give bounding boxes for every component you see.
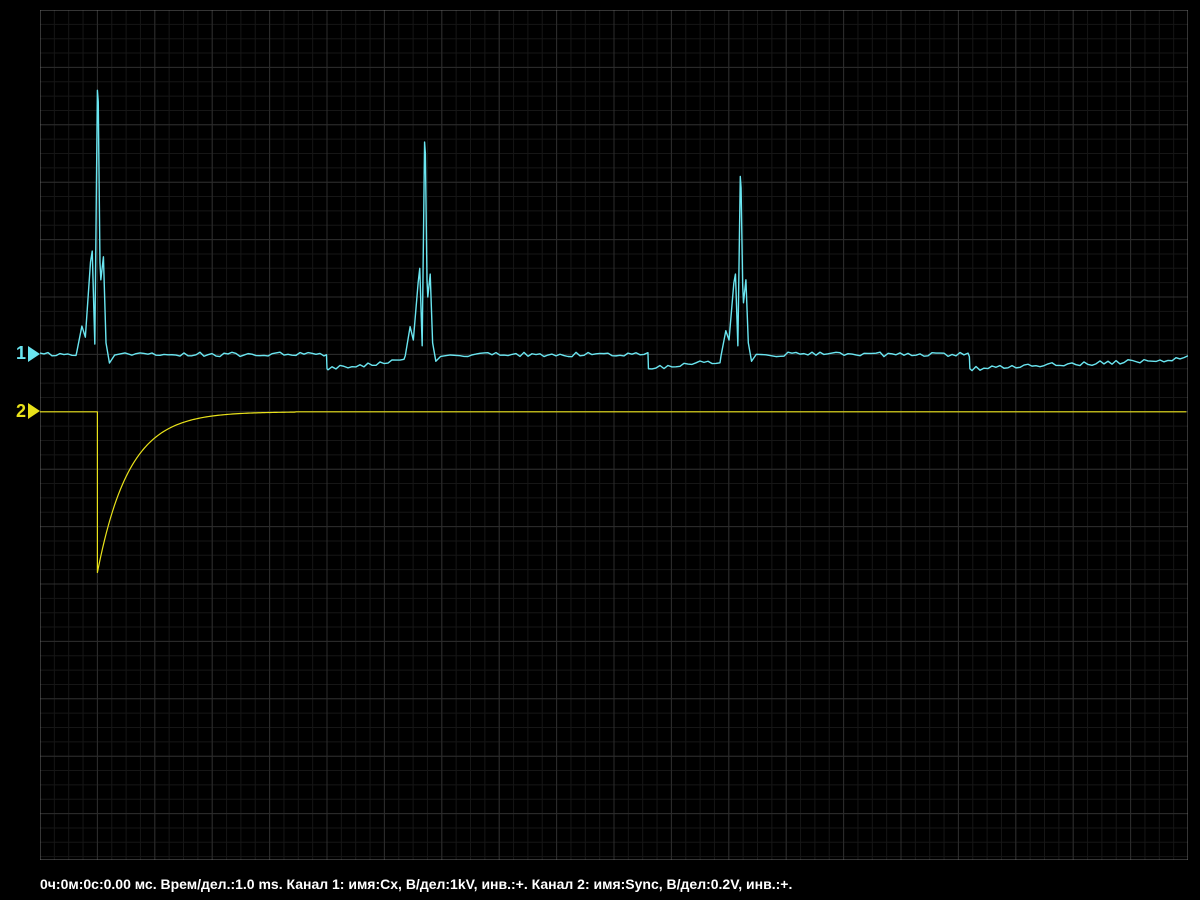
- channel-2-marker: 2: [0, 401, 40, 422]
- channel-2-marker-icon: [28, 403, 40, 419]
- scope-plot: [40, 10, 1188, 860]
- channel-1-label: 1: [16, 343, 26, 364]
- channel-2-label: 2: [16, 401, 26, 422]
- channel-1-marker: 1: [0, 343, 40, 364]
- oscilloscope-display: 1 2 0ч:0м:0с:0.00 мс. Врем/дел.:1.0 ms. …: [0, 0, 1200, 900]
- channel-1-marker-icon: [28, 346, 40, 362]
- grid: [40, 10, 1188, 860]
- status-bar: 0ч:0м:0с:0.00 мс. Врем/дел.:1.0 ms. Кана…: [40, 876, 792, 892]
